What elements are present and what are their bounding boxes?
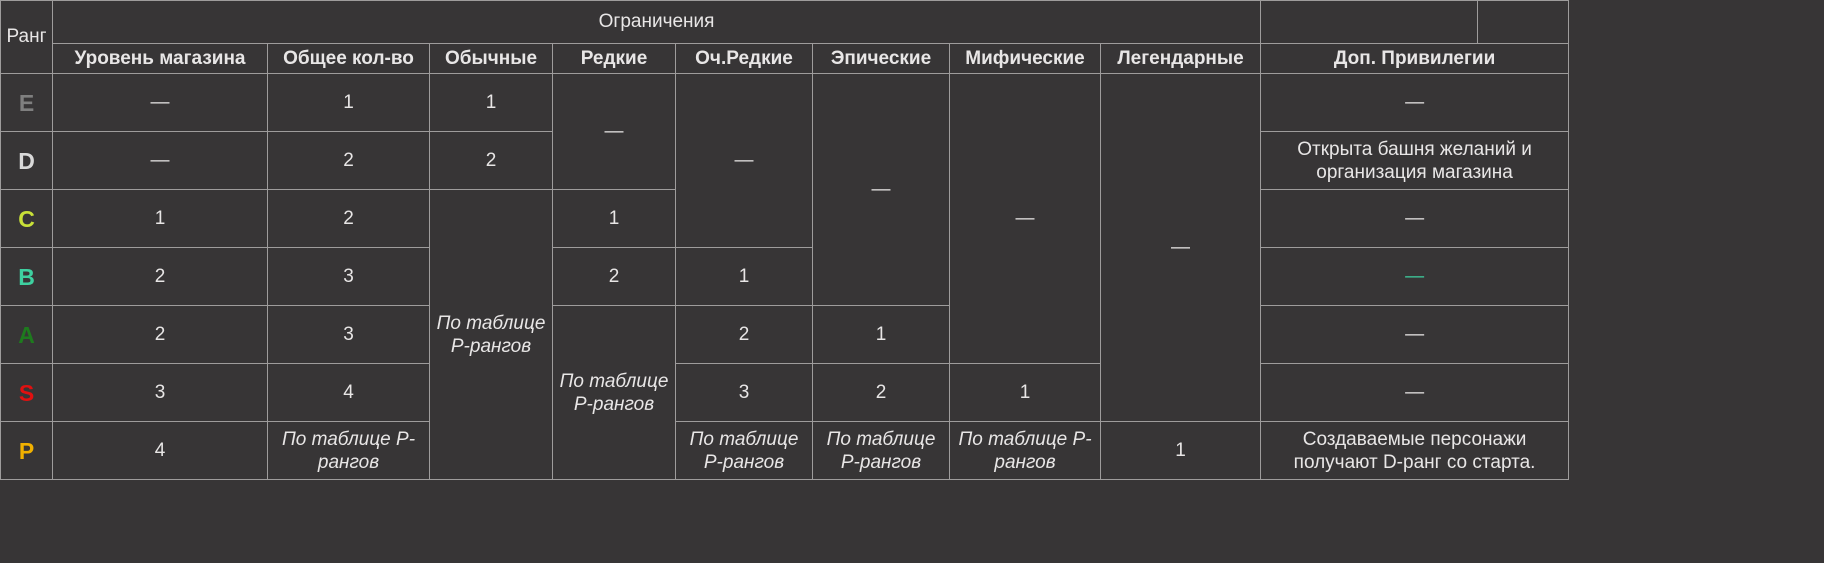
header-empty-2 — [1477, 0, 1570, 44]
header-extra-privileges: Доп. Привилегии — [1260, 43, 1570, 74]
rank-s: S — [0, 363, 53, 422]
priv-p-line1: Создаваемые персонажи — [1302, 428, 1527, 450]
cell-shop-s: 3 — [52, 363, 268, 422]
rank-a: A — [0, 305, 53, 364]
cell-mythic-e-a: — — [949, 73, 1101, 364]
table-row-p: P 4 По таблице Р-рангов По таблице Р-ран… — [0, 421, 1570, 480]
rank-c: C — [0, 189, 53, 248]
cell-rare-b: 2 — [552, 247, 676, 306]
cell-total-e: 1 — [267, 73, 430, 132]
cell-mythic-s: 1 — [949, 363, 1101, 422]
cell-total-a: 3 — [267, 305, 430, 364]
cell-very-rare-e-c: — — [675, 73, 813, 248]
table-row-b: B 2 3 2 1 — — [0, 247, 1570, 306]
cell-legendary-e-s: — — [1099, 73, 1262, 422]
table-row-a: A 2 3 По таблице Р-рангов 2 1 — — [0, 305, 1570, 480]
cell-priv-b: — — [1260, 247, 1570, 306]
header-shop-level: Уровень магазина — [52, 43, 268, 74]
cell-shop-c: 1 — [52, 189, 268, 248]
cell-shop-b: 2 — [52, 247, 268, 306]
cell-very-rare-p: По таблице Р-рангов — [675, 421, 813, 480]
header-total: Общее кол-во — [267, 43, 430, 74]
cell-total-d: 2 — [267, 131, 430, 190]
cell-common-c-p: По таблице Р-рангов — [429, 189, 553, 480]
cell-common-e: 1 — [429, 73, 553, 132]
cell-total-c: 2 — [267, 189, 430, 248]
header-common: Обычные — [429, 43, 553, 74]
cell-very-rare-a: 2 — [675, 305, 813, 364]
ranks-table: Ранг Ограничения Уровень магазина Общее … — [0, 0, 1570, 480]
cell-epic-s: 2 — [812, 363, 950, 422]
cell-priv-c: — — [1260, 189, 1570, 248]
header-empty-1 — [1260, 0, 1479, 44]
priv-d-line1: Открыта башня желаний и — [1297, 138, 1532, 160]
rank-p: P — [0, 421, 53, 480]
cell-total-s: 4 — [267, 363, 430, 422]
rank-d: D — [0, 131, 53, 190]
cell-rare-c: 1 — [552, 189, 676, 248]
table-row-d: D — 2 2 Открыта башня желаний и организа… — [0, 131, 1570, 190]
cell-shop-d: — — [52, 131, 268, 190]
cell-rare-a-p: По таблице Р-рангов — [552, 305, 676, 480]
cell-epic-e-b: — — [812, 73, 950, 306]
header-row-top: Ранг Ограничения — [0, 0, 1570, 74]
header-very-rare: Оч.Редкие — [675, 43, 813, 74]
cell-priv-d: Открыта башня желаний и организация мага… — [1260, 131, 1570, 190]
header-mythic: Мифические — [949, 43, 1101, 74]
cell-very-rare-b: 1 — [675, 247, 813, 306]
cell-priv-s: — — [1260, 363, 1570, 422]
header-rare: Редкие — [552, 43, 676, 74]
cell-epic-a: 1 — [812, 305, 950, 364]
priv-d-line2: организация магазина — [1316, 161, 1513, 183]
cell-shop-e: — — [52, 73, 268, 132]
cell-priv-p: Создаваемые персонажи получают D-ранг со… — [1260, 421, 1570, 480]
table-row-s: S 3 4 3 2 1 — — [0, 363, 1570, 422]
rank-b: B — [0, 247, 53, 306]
cell-priv-a: — — [1260, 305, 1570, 364]
header-legendary: Легендарные — [1099, 43, 1262, 74]
cell-shop-p: 4 — [52, 421, 268, 480]
priv-p-line2: получают D-ранг со старта. — [1293, 451, 1536, 473]
table-row-c: C 1 2 По таблице Р-рангов 1 — — [0, 189, 1570, 480]
table-row-e: E — 1 1 — — — — — — — [0, 73, 1570, 422]
cell-common-d: 2 — [429, 131, 553, 190]
header-rank: Ранг — [0, 0, 53, 74]
cell-total-p: По таблице Р-рангов — [267, 421, 430, 480]
rank-e: E — [0, 73, 53, 132]
cell-total-b: 3 — [267, 247, 430, 306]
cell-rare-e-d: — — [552, 73, 676, 190]
cell-shop-a: 2 — [52, 305, 268, 364]
cell-priv-e: — — [1260, 73, 1570, 132]
cell-very-rare-s: 3 — [675, 363, 813, 422]
cell-epic-p: По таблице Р-рангов — [812, 421, 950, 480]
header-epic: Эпические — [812, 43, 950, 74]
cell-legendary-p: 1 — [1099, 421, 1262, 480]
cell-mythic-p: По таблице Р-рангов — [949, 421, 1101, 480]
header-row-columns: Уровень магазина Общее кол-во Обычные Ре… — [1, 43, 1570, 74]
header-restrictions: Ограничения — [51, 0, 1262, 44]
